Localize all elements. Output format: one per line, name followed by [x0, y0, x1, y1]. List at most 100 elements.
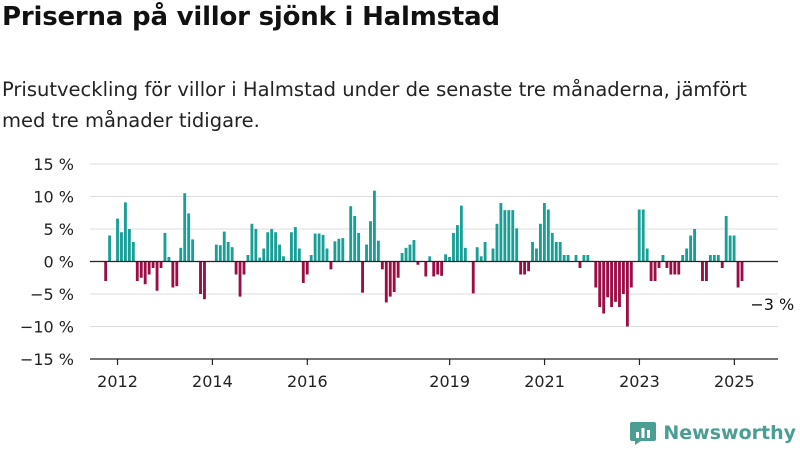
bar [301, 261, 305, 283]
bar [155, 261, 159, 291]
bar [250, 223, 254, 262]
bar [278, 244, 281, 262]
bar [321, 234, 325, 262]
bar [535, 248, 538, 262]
bar [432, 261, 436, 277]
bar [503, 210, 507, 262]
bar [384, 261, 388, 303]
bar [270, 229, 274, 262]
bar [483, 242, 487, 262]
y-tick-label: −15 % [20, 350, 74, 369]
bar [649, 261, 653, 281]
bar [618, 261, 621, 307]
y-tick-label: −5 % [30, 285, 74, 304]
bar [728, 235, 732, 262]
bar [203, 261, 206, 300]
bar [610, 261, 613, 307]
bar [297, 248, 301, 262]
bar [566, 255, 570, 262]
bar [562, 255, 566, 262]
bar [479, 256, 483, 262]
bar [456, 225, 459, 262]
bar [191, 239, 195, 262]
bar [365, 244, 368, 262]
bar [313, 233, 317, 262]
bar [116, 218, 119, 262]
bar [151, 261, 155, 268]
bar [641, 209, 645, 262]
bar [361, 261, 364, 293]
bar [531, 242, 534, 262]
bar [681, 255, 685, 262]
bar [716, 255, 720, 262]
bar [187, 213, 191, 262]
bar [705, 261, 708, 281]
bar [614, 261, 617, 302]
bar [199, 261, 202, 294]
bar [720, 261, 724, 268]
y-tick-label: 0 % [44, 253, 74, 272]
bar [147, 261, 151, 275]
y-tick-label: 5 % [44, 220, 74, 239]
x-tick-label: 2016 [287, 372, 328, 391]
bar [523, 261, 527, 275]
bar [693, 229, 696, 262]
bar [337, 238, 341, 262]
bar [258, 257, 262, 262]
bar [317, 233, 321, 262]
bar [629, 261, 633, 288]
bar [539, 223, 542, 262]
bar [444, 254, 447, 262]
bar [135, 261, 139, 281]
bar [586, 255, 590, 262]
chart-subtitle: Prisutveckling för villor i Halmstad und… [2, 78, 747, 132]
bar [677, 261, 681, 275]
bar [349, 206, 353, 262]
bar [254, 229, 258, 262]
bar [246, 255, 250, 262]
bar [282, 256, 285, 262]
bar [598, 261, 602, 307]
bar [392, 261, 396, 293]
bar [369, 221, 372, 262]
bar [333, 241, 337, 262]
bar [400, 253, 404, 262]
x-tick-label: 2023 [619, 372, 660, 391]
bar [673, 261, 677, 275]
bar [471, 261, 475, 294]
bar [463, 247, 467, 262]
bar [645, 248, 649, 262]
bar [293, 227, 297, 262]
bar [175, 261, 179, 287]
bar [159, 261, 163, 268]
bar [357, 232, 361, 262]
bar [701, 261, 704, 281]
bar [428, 256, 432, 262]
bar [546, 209, 550, 262]
bar [376, 240, 380, 262]
bar [436, 261, 440, 275]
bar [475, 247, 479, 262]
bar [491, 248, 495, 262]
bar [554, 242, 558, 262]
brand: Newsworthy [629, 420, 796, 446]
data-label: −3 % [750, 295, 794, 314]
brand-name: Newsworthy [663, 422, 796, 444]
bar [515, 228, 519, 262]
bar [131, 242, 135, 262]
bar [495, 223, 499, 262]
bar [724, 216, 728, 262]
bar [527, 261, 530, 272]
bar [108, 235, 112, 262]
bar [736, 261, 740, 288]
bar [226, 242, 230, 262]
bar [550, 232, 554, 262]
bar [653, 261, 657, 281]
bar [661, 255, 665, 262]
bar [625, 261, 629, 327]
bar [183, 193, 187, 262]
y-tick-label: −10 % [20, 318, 74, 337]
bar [127, 229, 131, 262]
bar [218, 245, 222, 262]
bar [594, 261, 598, 288]
